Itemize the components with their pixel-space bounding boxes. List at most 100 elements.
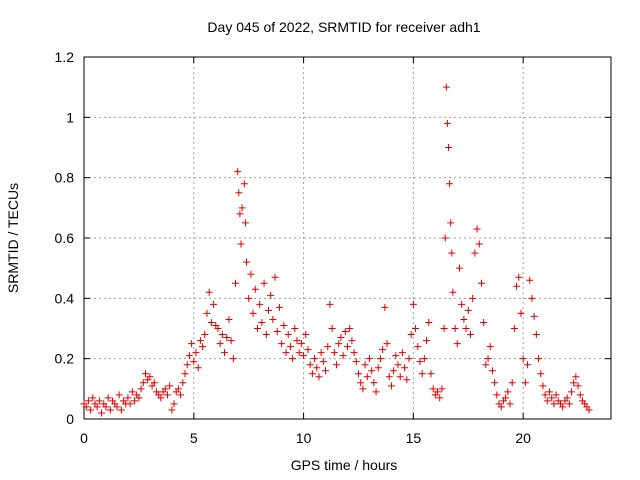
- data-point: [286, 343, 294, 351]
- data-point: [493, 391, 501, 399]
- data-point: [543, 397, 551, 405]
- data-point: [420, 355, 428, 363]
- data-point: [304, 346, 312, 354]
- data-point: [458, 300, 466, 308]
- data-point: [317, 349, 325, 357]
- data-point: [445, 144, 453, 151]
- data-point: [210, 300, 218, 308]
- data-point: [102, 403, 110, 411]
- data-point: [372, 388, 380, 396]
- data-point: [185, 352, 193, 360]
- data-point: [502, 394, 510, 402]
- data-point: [563, 394, 571, 402]
- data-point: [280, 321, 288, 329]
- data-point: [115, 391, 123, 399]
- data-point: [409, 300, 417, 308]
- data-point: [93, 403, 101, 411]
- data-point: [269, 315, 277, 323]
- data-point: [359, 385, 367, 393]
- data-point: [357, 379, 365, 387]
- data-point: [201, 331, 209, 339]
- data-point: [131, 397, 139, 405]
- data-point: [273, 328, 281, 336]
- data-point: [84, 397, 92, 405]
- data-point: [418, 370, 426, 378]
- data-point: [441, 234, 449, 242]
- data-point: [548, 394, 556, 402]
- data-point: [471, 249, 479, 257]
- data-point: [264, 306, 272, 314]
- data-point: [455, 264, 463, 272]
- data-point: [423, 337, 431, 345]
- data-point: [203, 309, 211, 317]
- data-point: [462, 325, 470, 332]
- data-point: [392, 352, 400, 360]
- data-point: [443, 119, 451, 127]
- data-point: [291, 325, 299, 332]
- data-point: [341, 328, 349, 336]
- data-point: [238, 204, 246, 212]
- data-point: [308, 370, 316, 378]
- data-point: [113, 403, 121, 411]
- data-point: [385, 373, 393, 381]
- data-point: [552, 391, 560, 399]
- data-point: [227, 337, 235, 345]
- data-point: [486, 343, 494, 351]
- y-tick-label: 1.2: [55, 49, 75, 65]
- data-point: [524, 361, 532, 369]
- data-point: [284, 331, 292, 339]
- axis-ticks: [83, 56, 611, 420]
- data-point: [379, 346, 387, 354]
- data-point: [181, 370, 189, 378]
- x-tick-label: 15: [406, 430, 422, 446]
- data-point: [242, 258, 250, 266]
- data-point: [484, 355, 492, 363]
- data-point: [333, 361, 341, 369]
- data-point: [247, 270, 255, 278]
- data-point: [585, 406, 593, 414]
- data-point: [106, 406, 114, 414]
- data-point: [177, 391, 185, 399]
- data-point: [451, 325, 459, 332]
- data-point: [328, 325, 336, 332]
- data-point: [179, 379, 187, 387]
- data-point: [306, 361, 314, 369]
- data-point: [537, 370, 545, 378]
- data-point: [87, 406, 95, 414]
- data-point: [348, 337, 356, 345]
- data-point: [376, 355, 384, 363]
- data-point: [414, 343, 422, 351]
- data-point: [256, 300, 264, 308]
- data-point: [190, 358, 198, 366]
- data-point: [232, 279, 240, 287]
- data-point: [567, 388, 575, 396]
- data-points: [80, 83, 593, 417]
- data-point: [370, 379, 378, 387]
- data-point: [436, 394, 444, 402]
- data-point: [576, 391, 584, 399]
- data-point: [517, 309, 525, 317]
- data-point: [350, 349, 358, 357]
- data-point: [521, 379, 529, 387]
- data-point: [137, 385, 145, 393]
- data-point: [199, 343, 207, 351]
- data-point: [98, 409, 106, 417]
- data-point: [258, 318, 266, 326]
- data-point: [346, 325, 354, 332]
- data-point: [161, 385, 169, 393]
- data-point: [508, 379, 516, 387]
- y-tick-label: 1: [66, 109, 74, 125]
- data-point: [570, 379, 578, 387]
- data-point: [128, 388, 136, 396]
- data-point: [535, 355, 543, 363]
- data-point: [216, 340, 224, 348]
- data-point: [374, 364, 382, 372]
- data-point: [124, 394, 132, 402]
- data-point: [241, 219, 249, 227]
- data-point: [267, 291, 275, 299]
- data-point: [480, 318, 488, 326]
- data-point: [235, 189, 243, 197]
- data-point: [425, 318, 433, 326]
- data-point: [387, 382, 395, 390]
- data-point: [354, 370, 362, 378]
